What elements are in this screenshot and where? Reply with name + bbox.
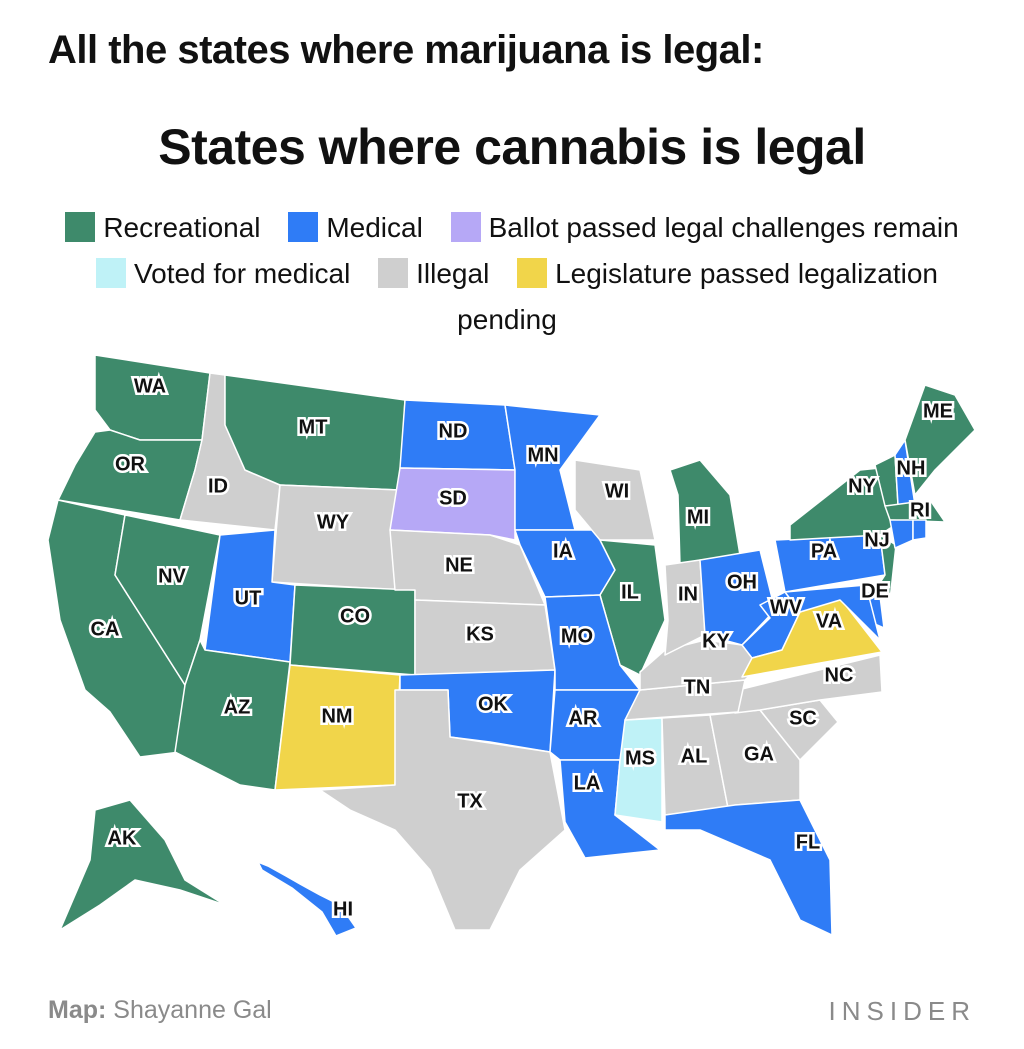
legend-item: Legislature passed legalization pending [457, 258, 938, 335]
legend-swatch [288, 212, 319, 242]
state [289, 584, 416, 676]
legend-swatch [450, 212, 481, 242]
state [389, 467, 516, 541]
legend-item: Voted for medical [96, 258, 350, 289]
state-label: SC [789, 707, 817, 729]
state-label: ND [439, 420, 468, 442]
state [873, 534, 897, 601]
state-label: NM [321, 705, 352, 727]
state [664, 559, 706, 656]
state-label: GA [744, 743, 774, 765]
title: All the states where marijuana is legal: [48, 28, 764, 72]
state-label: KS [466, 623, 494, 645]
state-label: AK [108, 827, 137, 849]
legend: Recreational Medical Ballot passed legal… [50, 205, 974, 343]
state-label: NE [445, 554, 473, 576]
state-label: ME [923, 400, 953, 422]
state-label: HI [333, 898, 353, 920]
state-label: AR [569, 707, 598, 729]
legend-label: Ballot passed legal challenges remain [488, 212, 959, 243]
legend-swatch [517, 258, 548, 288]
state [59, 799, 226, 931]
state [904, 384, 976, 496]
state-label: TN [684, 676, 711, 698]
state [257, 861, 357, 937]
state-label: WV [770, 596, 803, 618]
state-label: NJ [864, 529, 890, 551]
state-label: NC [825, 664, 854, 686]
state-label: UT [235, 587, 262, 609]
state [912, 519, 927, 541]
state-label: WI [605, 480, 629, 502]
state-label: NH [897, 457, 926, 479]
state-label: ID [208, 475, 228, 497]
state-label: WA [134, 375, 166, 397]
state-label: RI [910, 499, 930, 521]
legend-swatch [96, 258, 126, 288]
state-label: IL [621, 581, 639, 603]
state [574, 459, 656, 541]
state [274, 664, 401, 791]
subtitle: States where cannabis is legal [158, 119, 866, 175]
state-label: KY [702, 630, 730, 652]
state-label: AL [681, 745, 708, 767]
brand: INSIDER [828, 996, 976, 1026]
legend-item: Ballot passed legal challenges remain [450, 212, 959, 243]
credit-label: Map: [48, 996, 107, 1024]
state-label: TX [457, 790, 483, 812]
state-label: VA [816, 610, 842, 632]
state-label: NV [158, 565, 186, 587]
state-label: PA [811, 540, 837, 562]
legend-swatch [378, 258, 409, 288]
state-label: MI [687, 506, 709, 528]
state [319, 689, 566, 931]
state-label: MS [625, 747, 655, 769]
state-label: CO [340, 605, 370, 627]
legend-label: Recreational [103, 212, 261, 243]
legend-swatch [65, 212, 96, 242]
state-label: IA [553, 540, 573, 562]
state-label: NY [848, 475, 876, 497]
map: WA OR CA NV ID MT WY UT CO AZ NM ND SD NE KS OK TX MN IA WI… [47, 354, 976, 937]
legend-label: Legislature passed legalization pending [457, 258, 938, 335]
state-label: WY [317, 511, 350, 533]
legend-label: Medical [326, 212, 423, 243]
state-label: IN [678, 583, 698, 605]
state [734, 654, 883, 714]
legend-item: Medical [288, 212, 423, 243]
state-label: OK [478, 693, 509, 715]
state [664, 799, 833, 936]
state-label: MN [527, 444, 558, 466]
state-label: CA [91, 618, 120, 640]
legend-label: Illegal [416, 258, 490, 289]
state-label: LA [574, 772, 601, 794]
legend-label: Voted for medical [134, 258, 351, 289]
state [784, 584, 881, 641]
state-label: DE [861, 580, 889, 602]
state [599, 539, 666, 676]
state-label: OR [115, 453, 146, 475]
state-label: MO [561, 625, 593, 647]
credit: Map: Shayanne Gal [48, 996, 272, 1025]
state-label: FL [796, 831, 820, 853]
state [94, 354, 211, 441]
state [884, 499, 946, 523]
state [699, 549, 776, 646]
state-label: MT [299, 416, 328, 438]
legend-item: Illegal [378, 258, 489, 289]
credit-name: Shayanne Gal [113, 996, 272, 1024]
state [271, 484, 401, 591]
state-label: SD [439, 487, 467, 509]
state-label: OH [727, 571, 757, 593]
state-label: AZ [224, 696, 251, 718]
legend-item: Recreational [65, 212, 261, 243]
